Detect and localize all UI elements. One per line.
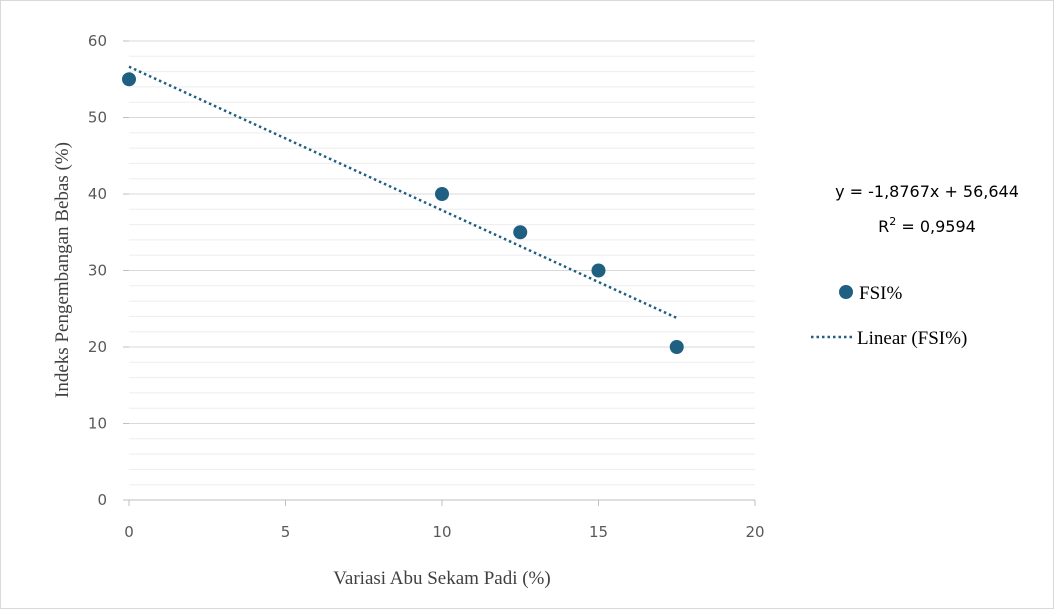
data-point [591, 263, 606, 278]
legend: FSI% Linear (FSI%) [811, 283, 967, 349]
data-point [435, 187, 449, 201]
data-point [669, 340, 684, 354]
data-point [513, 225, 528, 240]
y-tick-label: 20 [88, 338, 107, 356]
data-points [122, 72, 684, 354]
minor-gridlines [129, 55, 755, 486]
legend-marker-fsi [839, 285, 853, 299]
major-gridlines [129, 40, 755, 424]
data-point [122, 72, 136, 87]
y-tick-label: 60 [88, 32, 107, 50]
trendline-equation: y = -1,8767x + 56,644 [835, 182, 1019, 201]
x-axis-title: Variasi Abu Sekam Padi (%) [333, 568, 550, 589]
y-tick-label: 40 [88, 185, 107, 203]
y-tick-label: 30 [88, 262, 107, 280]
trendline-path [128, 65, 678, 320]
x-tick-label: 0 [124, 523, 134, 541]
y-axis-ticks: 0 10 20 30 40 50 60 [88, 32, 129, 509]
legend-label-fsi: FSI% [859, 283, 902, 304]
x-tick-label: 15 [589, 523, 608, 541]
x-tick-label: 20 [745, 523, 764, 541]
legend-label-linear: Linear (FSI%) [857, 328, 967, 349]
r-squared-label: R2 = 0,9594 [878, 215, 976, 236]
x-axis-ticks: 0 5 10 15 20 [124, 500, 765, 541]
x-tick-label: 5 [281, 523, 291, 541]
x-tick-label: 10 [432, 523, 451, 541]
y-axis-title: Indeks Pengembangan Bebas (%) [52, 142, 73, 398]
trendline [128, 65, 678, 320]
y-tick-label: 50 [88, 109, 107, 127]
y-tick-label: 0 [97, 491, 107, 509]
y-tick-label: 10 [88, 415, 107, 433]
